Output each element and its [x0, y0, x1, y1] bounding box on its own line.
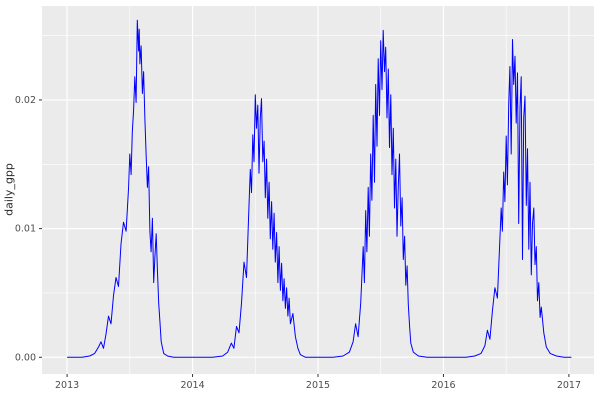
y-tick-label: 0.02 [15, 95, 36, 106]
x-tick-label: 2017 [557, 380, 581, 391]
x-tick-label: 2016 [431, 380, 455, 391]
y-axis-title: daily_gpp [2, 163, 16, 216]
x-tick-label: 2015 [306, 380, 330, 391]
y-tick-label: 0.01 [15, 224, 36, 235]
y-tick-label: 0.00 [15, 352, 36, 363]
daily-gpp-line [67, 19, 572, 358]
x-tick-label: 2013 [55, 380, 79, 391]
x-tick-label: 2014 [180, 380, 204, 391]
